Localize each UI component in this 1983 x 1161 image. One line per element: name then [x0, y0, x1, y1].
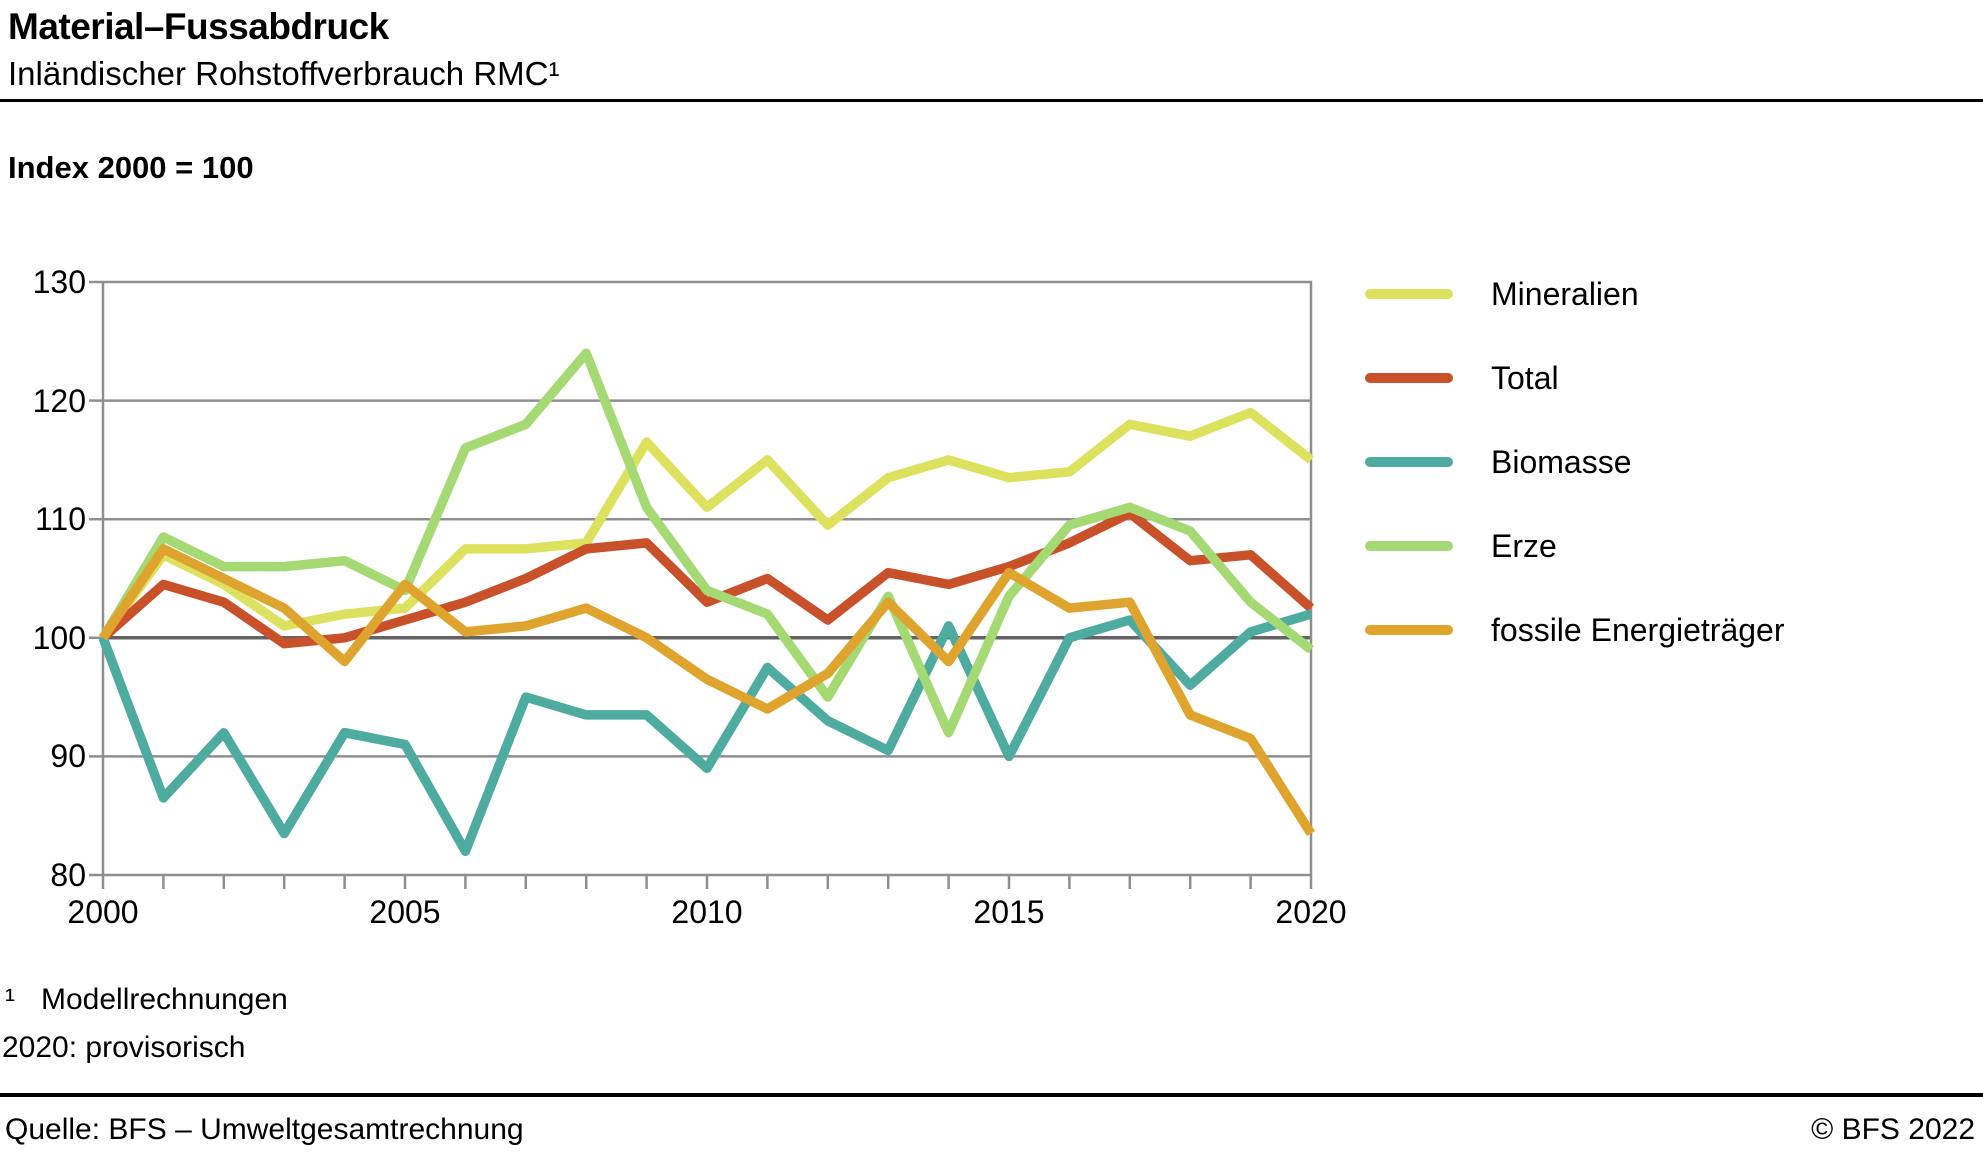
legend-swatch: [1365, 541, 1453, 551]
top-separator-line: [0, 99, 1983, 102]
x-axis-label: 2015: [973, 894, 1045, 930]
legend-swatch: [1365, 625, 1453, 635]
x-axis-label: 2000: [67, 894, 139, 930]
bottom-separator-line: [0, 1093, 1983, 1097]
copyright-label: © BFS 2022: [1811, 1113, 1975, 1146]
legend-label: Total: [1491, 359, 1559, 396]
legend-item: Biomasse: [1365, 420, 1784, 504]
x-axis-label: 2010: [671, 894, 743, 930]
series-line-fossile-energietr-ger: [99, 544, 1316, 837]
source-label: Quelle: BFS – Umweltgesamtrechnung: [5, 1113, 524, 1146]
legend-item: Erze: [1365, 504, 1784, 588]
legend-item: fossile Energieträger: [1365, 588, 1784, 672]
index-base-label: Index 2000 = 100: [8, 150, 254, 185]
page-title: Material–Fussabdruck: [8, 6, 389, 47]
legend-label: Biomasse: [1491, 443, 1632, 480]
series-line-erze: [98, 348, 1314, 738]
footnote-text: Modellrechnungen: [41, 983, 288, 1016]
chart-legend: Mineralien Total Biomasse Erze fossile Energ…: [1365, 252, 1784, 672]
legend-swatch: [1365, 373, 1453, 383]
plot-frame: [101, 280, 1313, 877]
legend-swatch: [1365, 289, 1453, 299]
y-axis-label: 90: [50, 738, 86, 775]
series-line-biomasse: [98, 609, 1313, 857]
legend-label: Erze: [1491, 527, 1557, 564]
y-axis-label: 100: [32, 619, 86, 656]
footnote-provisional: 2020: provisorisch: [2, 1031, 246, 1064]
footnote-model: ¹ Modellrechnungen: [5, 983, 288, 1017]
legend-label: fossile Energieträger: [1491, 611, 1785, 648]
legend-swatch: [1365, 457, 1453, 467]
series-line-total: [99, 508, 1315, 649]
y-axis-label: 130: [32, 264, 86, 300]
legend-label: Mineralien: [1491, 275, 1639, 312]
y-axis-label: 80: [50, 857, 86, 893]
page-subtitle: Inländischer Rohstoffverbrauch RMC¹: [8, 55, 560, 92]
y-axis-label: 120: [32, 382, 86, 419]
x-axis-label: 2020: [1275, 894, 1347, 930]
legend-item: Total: [1365, 336, 1784, 420]
legend-item: Mineralien: [1365, 252, 1784, 336]
y-axis-label: 110: [34, 501, 86, 538]
footnote-marker: ¹: [5, 983, 15, 1016]
x-axis-label: 2005: [369, 894, 441, 930]
